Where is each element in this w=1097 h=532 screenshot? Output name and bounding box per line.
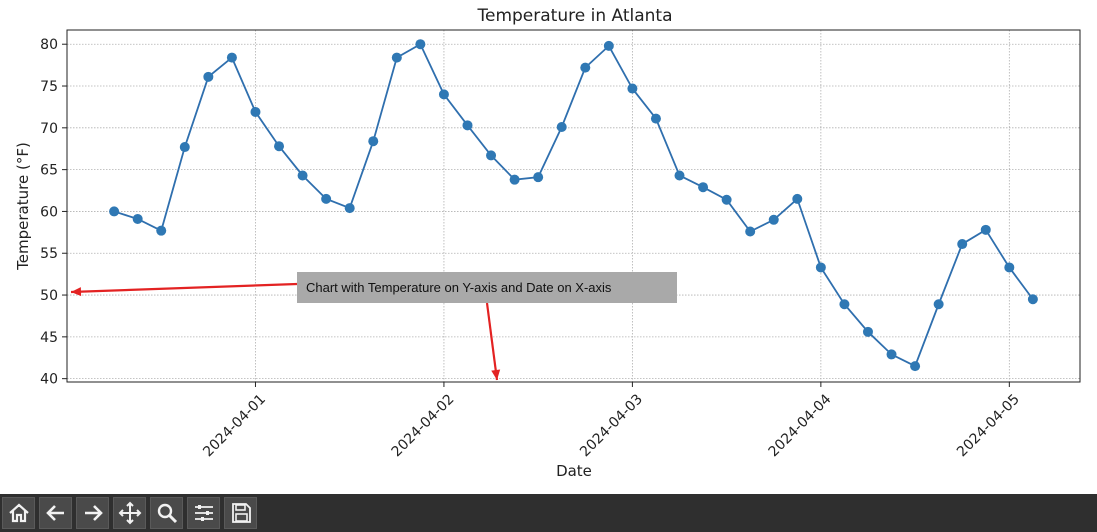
data-point: [1004, 262, 1015, 273]
x-tick-label: 2024-04-02: [389, 391, 458, 460]
data-point: [462, 120, 473, 131]
x-axis-label: Date: [556, 462, 592, 480]
arrow-to-y-axis-shaft: [70, 282, 298, 294]
data-point: [1027, 294, 1038, 305]
data-point: [815, 262, 826, 273]
y-tick-label: 80: [40, 37, 58, 53]
series-line: [113, 42, 1034, 368]
grid: [67, 30, 1080, 382]
data-point: [132, 213, 143, 224]
data-point: [297, 170, 308, 181]
data-point: [250, 106, 261, 117]
data-point: [179, 142, 190, 153]
data-point: [957, 239, 968, 250]
data-point: [745, 226, 756, 237]
x-tick-label: 2024-04-05: [954, 391, 1023, 460]
data-point: [721, 194, 732, 205]
configure-subplots-button[interactable]: [187, 497, 220, 529]
x-tick-label: 2024-04-04: [766, 391, 835, 460]
x-tick-label: 2024-04-03: [577, 391, 646, 460]
plot-area: [66, 29, 1081, 383]
back-button[interactable]: [39, 497, 72, 529]
arrow-to-y-axis-head: [71, 287, 82, 297]
data-point: [321, 193, 332, 204]
y-tick-label: 65: [40, 163, 58, 179]
data-point: [226, 52, 237, 63]
series-temperature: [109, 39, 1038, 372]
data-point: [368, 136, 379, 147]
data-point: [391, 52, 402, 63]
y-tick-label: 40: [40, 372, 58, 388]
data-point: [839, 299, 850, 310]
sliders-icon: [194, 505, 213, 521]
arrow-right-icon: [84, 505, 103, 521]
y-tick-label: 45: [40, 330, 58, 346]
data-point: [156, 225, 167, 236]
y-tick-label: 70: [40, 121, 58, 137]
data-point: [933, 299, 944, 310]
axis-ticks: 40 45 50 55 60 65 70 75 80 2024-04-01 2024-04-02 20…: [40, 37, 1023, 460]
data-point: [274, 141, 285, 152]
y-tick-label: 50: [40, 288, 58, 304]
data-point: [792, 193, 803, 204]
data-point: [674, 170, 685, 181]
data-point: [627, 83, 638, 94]
data-point: [533, 172, 544, 183]
data-point: [698, 182, 709, 193]
data-point: [109, 206, 120, 217]
floppy-disk-icon: [231, 503, 251, 523]
save-button[interactable]: [224, 497, 257, 529]
move-icon: [118, 501, 141, 525]
zoom-button[interactable]: [150, 497, 183, 529]
data-point: [438, 89, 449, 100]
y-tick-label: 55: [40, 246, 58, 262]
home-button[interactable]: [2, 497, 35, 529]
data-point: [862, 326, 873, 337]
chart-title: Temperature in Atlanta: [477, 6, 673, 26]
data-point: [580, 62, 591, 73]
data-point: [886, 349, 897, 360]
data-point: [344, 203, 355, 214]
data-point: [910, 361, 921, 372]
forward-button[interactable]: [76, 497, 109, 529]
data-point: [980, 224, 991, 235]
data-point: [415, 39, 426, 50]
data-point: [486, 150, 497, 161]
y-tick-label: 60: [40, 204, 58, 220]
data-point: [603, 40, 614, 51]
data-point: [768, 214, 779, 225]
pan-button[interactable]: [113, 497, 146, 529]
home-icon: [8, 503, 29, 523]
x-tick-label: 2024-04-01: [200, 391, 269, 460]
data-point: [509, 174, 520, 185]
chart: Temperature in Atlanta Date Temperature …: [14, 6, 1081, 480]
data-point: [650, 113, 661, 124]
magnifier-icon: [157, 503, 177, 524]
annotation-arrows: [70, 282, 501, 381]
arrow-to-x-axis-shaft: [485, 302, 499, 381]
data-point: [556, 121, 567, 132]
arrow-to-x-axis-head: [491, 369, 501, 380]
y-tick-label: 75: [40, 79, 58, 95]
toolbar: [0, 494, 1097, 532]
y-axis-label: Temperature (°F): [14, 142, 32, 271]
arrow-left-icon: [45, 505, 64, 521]
annotation-box: Chart with Temperature on Y-axis and Dat…: [297, 272, 677, 303]
data-point: [203, 71, 214, 82]
